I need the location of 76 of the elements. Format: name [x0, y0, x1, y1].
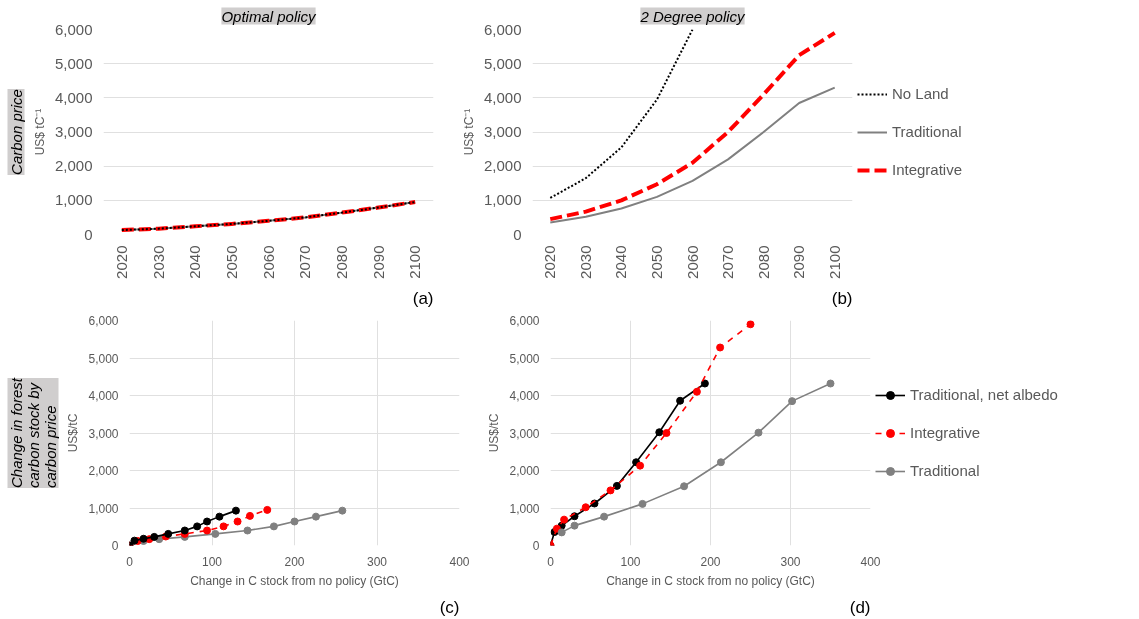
x-tick-label: 200 — [700, 554, 721, 569]
x-tick-label: 2080 — [332, 245, 350, 279]
x-tick-label: 2080 — [754, 245, 772, 279]
x-tick-label: 400 — [449, 554, 470, 569]
y-tick-label: 6,000 — [483, 20, 522, 38]
chart-title: 2 Degree policy — [639, 7, 747, 25]
y-tick-label: 6,000 — [509, 314, 540, 328]
y-tick-label: 3,000 — [54, 123, 93, 140]
y-tick-label: 5,000 — [509, 351, 540, 366]
y-tick-label: 2,000 — [509, 464, 540, 478]
x-tick-label: 2100 — [825, 245, 843, 279]
x-tick-label: 2070 — [296, 245, 314, 279]
y-tick-label: 3,000 — [88, 426, 119, 441]
y-tick-label: 1,000 — [54, 191, 93, 209]
text: (d) — [849, 597, 871, 617]
x-tick-label: 2090 — [790, 245, 808, 279]
x-tick-label: 100 — [201, 554, 223, 569]
y-tick-label: 0 — [111, 539, 119, 553]
y-tick-label: 1,000 — [509, 501, 540, 516]
y-tick-label: 1,000 — [88, 501, 119, 516]
text: Change in forest carbon stock by carbon price — [7, 377, 59, 489]
y-tick-label: 0 — [532, 539, 540, 553]
x-tick-label: 2020 — [541, 245, 559, 279]
y-tick-label: 5,000 — [88, 351, 119, 366]
y-tick-label: 4,000 — [88, 389, 119, 403]
x-tick-label: 2050 — [647, 245, 665, 279]
x-tick-label: 2060 — [259, 245, 277, 279]
x-tick-label: 2030 — [576, 245, 594, 279]
x-axis-title: Change in C stock from no policy (GtC) — [606, 573, 815, 588]
y-tick-label: 1,000 — [483, 191, 522, 209]
legend-label: Traditional — [910, 462, 980, 479]
x-tick-label: 300 — [780, 554, 801, 569]
x-tick-label: 300 — [366, 554, 388, 569]
y-tick-label: 2,000 — [483, 157, 522, 175]
chart-title: Optimal policy — [221, 7, 318, 25]
y-tick-label: 6,000 — [88, 314, 119, 328]
y-axis-title: US$/tC — [66, 413, 81, 453]
x-tick-label: 2100 — [406, 245, 424, 279]
y-tick-label: 5,000 — [54, 54, 93, 72]
x-tick-label: 2040 — [612, 245, 630, 279]
text: (c) — [439, 597, 460, 617]
y-tick-label: 0 — [84, 225, 93, 243]
x-tick-label: 2020 — [112, 245, 130, 279]
legend-label: Integrative — [892, 161, 963, 178]
x-tick-label: 100 — [620, 554, 641, 569]
y-tick-label: 2,000 — [54, 157, 93, 175]
x-tick-label: 2050 — [222, 245, 240, 279]
x-tick-label: 0 — [126, 554, 134, 569]
y-tick-label: 4,000 — [483, 88, 522, 106]
y-tick-label: 5,000 — [483, 54, 522, 72]
x-tick-label: 2090 — [369, 245, 387, 279]
x-tick-label: 0 — [547, 554, 555, 569]
x-tick-label: 2030 — [149, 245, 167, 279]
y-tick-label: 4,000 — [54, 88, 93, 106]
text: (b) — [831, 288, 853, 308]
y-axis-title: US$/tC — [487, 413, 502, 453]
legend-label: Traditional — [892, 123, 962, 140]
legend-label: Integrative — [910, 424, 981, 441]
x-tick-label: 2040 — [186, 245, 204, 279]
legend-label: Traditional, net albedo — [910, 386, 1058, 403]
y-tick-label: 0 — [513, 225, 522, 243]
x-tick-label: 2060 — [683, 245, 701, 279]
x-axis-title: Change in C stock from no policy (GtC) — [190, 573, 399, 588]
y-axis-title: US$ tC⁻¹ — [461, 108, 476, 156]
y-tick-label: 3,000 — [483, 123, 522, 140]
y-tick-label: 6,000 — [54, 20, 93, 38]
x-tick-label: 2070 — [719, 245, 737, 279]
y-tick-label: 4,000 — [509, 389, 540, 403]
y-tick-label: 3,000 — [509, 426, 540, 441]
text: (a) — [412, 288, 434, 308]
x-tick-label: 200 — [284, 554, 305, 569]
y-tick-label: 2,000 — [88, 464, 119, 478]
legend-label: No Land — [892, 85, 949, 102]
x-tick-label: 400 — [860, 554, 881, 569]
y-axis-title: US$ tC⁻¹ — [32, 108, 47, 156]
text: Carbon price — [7, 89, 25, 175]
